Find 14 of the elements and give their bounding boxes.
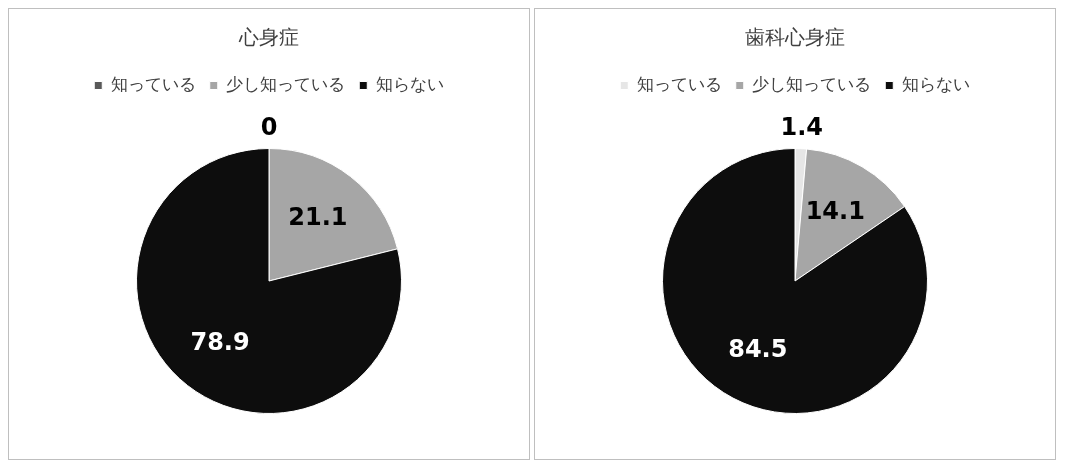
data-label: 21.1 xyxy=(288,202,348,231)
legend-label: 少し知っている xyxy=(226,73,346,94)
data-label: 14.1 xyxy=(805,196,865,225)
text: 0 xyxy=(260,112,278,141)
legend-label: 知っている xyxy=(636,73,722,94)
chart-title: 心身症 xyxy=(238,25,299,50)
chart-title: 歯科心身症 xyxy=(745,25,845,50)
legend-label: 知らない xyxy=(375,73,444,94)
data-label: 84.5 xyxy=(728,335,788,364)
legend-label: 少し知っている xyxy=(752,73,872,94)
legend-label: 知らない xyxy=(901,73,970,94)
legend-label: 知っている xyxy=(110,73,196,94)
data-label: 1.4 xyxy=(780,112,823,141)
data-label: 78.9 xyxy=(190,327,250,356)
